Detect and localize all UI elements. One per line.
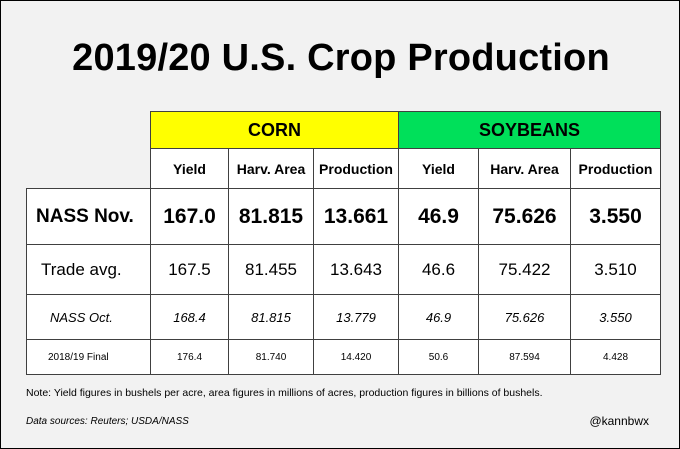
soybeans-group-header: SOYBEANS	[398, 111, 661, 149]
column-header-soy-harv-area: Harv. Area	[478, 148, 571, 189]
cell-corn-yield: 176.4	[150, 339, 229, 375]
crop-production-table: CORN SOYBEANS Yield Harv. Area Productio…	[26, 111, 661, 375]
cell-corn-production: 13.779	[313, 294, 399, 340]
cell-soy-yield: 46.6	[398, 244, 479, 295]
column-header-corn-production: Production	[313, 148, 399, 189]
column-header-corn-harv-area: Harv. Area	[228, 148, 314, 189]
cell-corn-production: 13.661	[313, 188, 399, 245]
group-header-row: CORN SOYBEANS	[27, 111, 661, 149]
cell-corn-harv-area: 81.455	[228, 244, 314, 295]
cell-soy-harv-area: 75.626	[478, 294, 571, 340]
cell-corn-yield: 167.0	[150, 188, 229, 245]
column-header-row: Yield Harv. Area Production Yield Harv. …	[27, 148, 661, 189]
corn-group-header: CORN	[150, 111, 399, 149]
cell-soy-production: 3.510	[570, 244, 661, 295]
row-label: Trade avg.	[26, 244, 151, 295]
row-label: NASS Oct.	[26, 294, 151, 340]
table-row-2018-19-final: 2018/19 Final 176.4 81.740 14.420 50.6 8…	[26, 339, 661, 375]
author-handle: @kannbwx	[589, 414, 649, 428]
cell-corn-harv-area: 81.740	[228, 339, 314, 375]
corner-blank	[27, 112, 151, 149]
table-row-nass-oct: NASS Oct. 168.4 81.815 13.779 46.9 75.62…	[26, 294, 661, 340]
cell-soy-production: 4.428	[570, 339, 661, 375]
cell-corn-harv-area: 81.815	[228, 294, 314, 340]
column-header-soy-production: Production	[570, 148, 661, 189]
cell-corn-harv-area: 81.815	[228, 188, 314, 245]
cell-soy-production: 3.550	[570, 294, 661, 340]
cell-corn-production: 13.643	[313, 244, 399, 295]
table-row-trade-avg: Trade avg. 167.5 81.455 13.643 46.6 75.4…	[26, 244, 661, 295]
cell-soy-harv-area: 75.626	[478, 188, 571, 245]
cell-soy-yield: 50.6	[398, 339, 479, 375]
cell-corn-yield: 167.5	[150, 244, 229, 295]
cell-soy-harv-area: 75.422	[478, 244, 571, 295]
cell-soy-yield: 46.9	[398, 294, 479, 340]
data-sources: Data sources: Reuters; USDA/NASS	[26, 416, 189, 427]
cell-soy-harv-area: 87.594	[478, 339, 571, 375]
row-label: NASS Nov.	[26, 188, 151, 245]
cell-corn-yield: 168.4	[150, 294, 229, 340]
row-label: 2018/19 Final	[26, 339, 151, 375]
column-header-soy-yield: Yield	[398, 148, 479, 189]
cell-corn-production: 14.420	[313, 339, 399, 375]
table-row-nass-nov: NASS Nov. 167.0 81.815 13.661 46.9 75.62…	[26, 188, 661, 245]
corner-blank	[27, 149, 151, 189]
column-header-corn-yield: Yield	[150, 148, 229, 189]
cell-soy-production: 3.550	[570, 188, 661, 245]
cell-soy-yield: 46.9	[398, 188, 479, 245]
units-note: Note: Yield figures in bushels per acre,…	[26, 387, 543, 399]
page-title: 2019/20 U.S. Crop Production	[72, 37, 610, 79]
